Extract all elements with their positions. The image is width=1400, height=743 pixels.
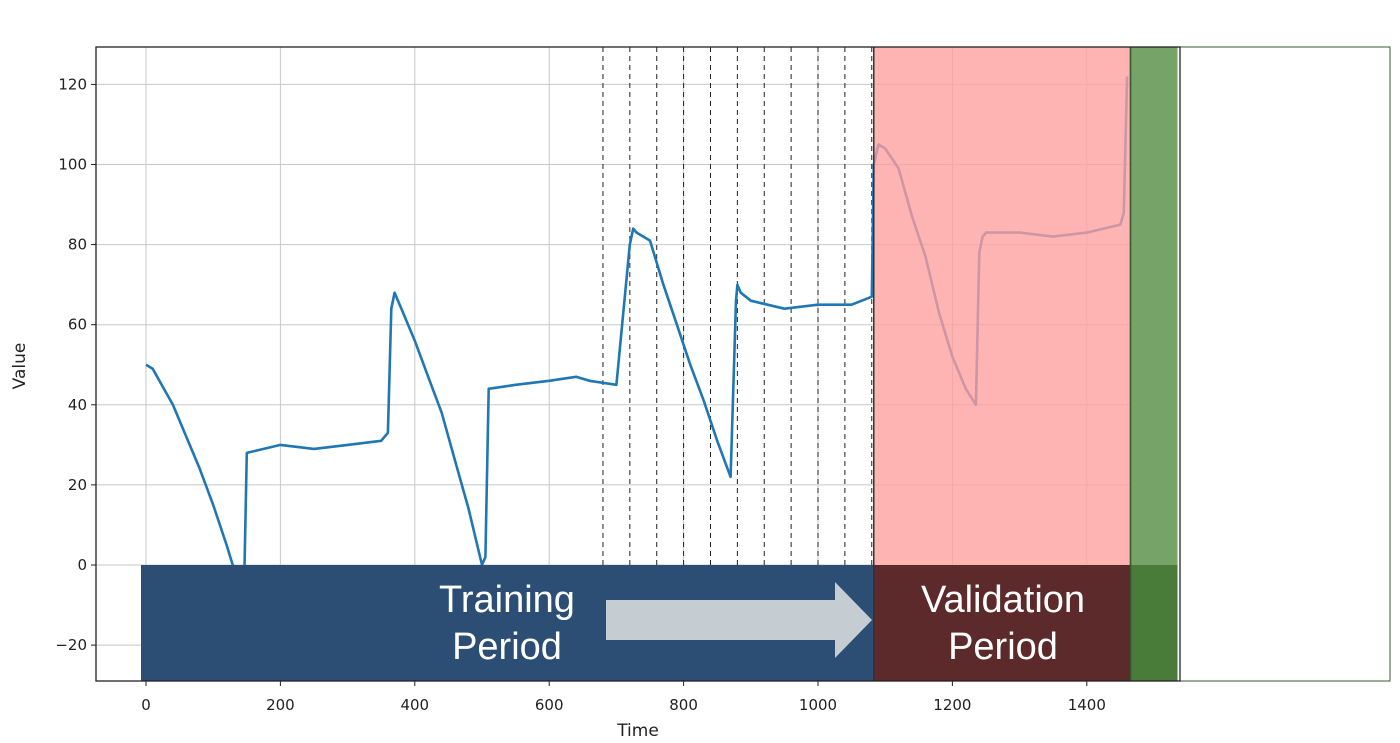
x-axis-title: Time — [616, 721, 659, 741]
y-axis-title: Value — [10, 343, 30, 390]
test-label-line: Test — [1227, 579, 1297, 621]
y-tick-label: −20 — [55, 636, 87, 654]
y-tick-label: 80 — [68, 236, 87, 254]
x-tick-label: 1200 — [933, 696, 971, 714]
test-label-line: Period — [1207, 626, 1317, 668]
y-tick-label: 100 — [58, 156, 87, 174]
test-shade — [1130, 47, 1178, 565]
period-shading — [873, 47, 1178, 565]
progress-arrow — [606, 582, 872, 658]
y-tick-label: 0 — [77, 556, 87, 574]
test-band — [1130, 565, 1178, 681]
x-tick-label: 1400 — [1068, 696, 1106, 714]
x-tick-label: 1000 — [799, 696, 837, 714]
validation-label-line: Period — [948, 626, 1058, 668]
x-tick-label: 800 — [669, 696, 698, 714]
x-tick-label: 0 — [141, 696, 151, 714]
validation-label-line: Validation — [921, 579, 1085, 621]
x-tick-label: 400 — [400, 696, 429, 714]
training-label-line: Training — [439, 579, 575, 621]
x-tick-label: 600 — [535, 696, 564, 714]
y-tick-label: 120 — [58, 75, 87, 93]
y-tick-label: 40 — [68, 396, 87, 414]
validation-shade — [873, 47, 1131, 565]
y-axis: −20 0 20 40 60 80 100 120 — [55, 75, 96, 654]
y-tick-label: 60 — [68, 316, 87, 334]
validation-band — [873, 565, 1131, 681]
x-tick-label: 200 — [266, 696, 295, 714]
training-label-line: Period — [452, 626, 562, 668]
plot-frame — [95, 46, 1181, 682]
test-border — [1129, 46, 1391, 682]
x-axis: 0 200 400 600 800 1000 1200 1400 — [141, 681, 1106, 714]
y-tick-label: 20 — [68, 476, 87, 494]
period-bands: Training Period Validation Period Test Period — [141, 46, 1391, 682]
